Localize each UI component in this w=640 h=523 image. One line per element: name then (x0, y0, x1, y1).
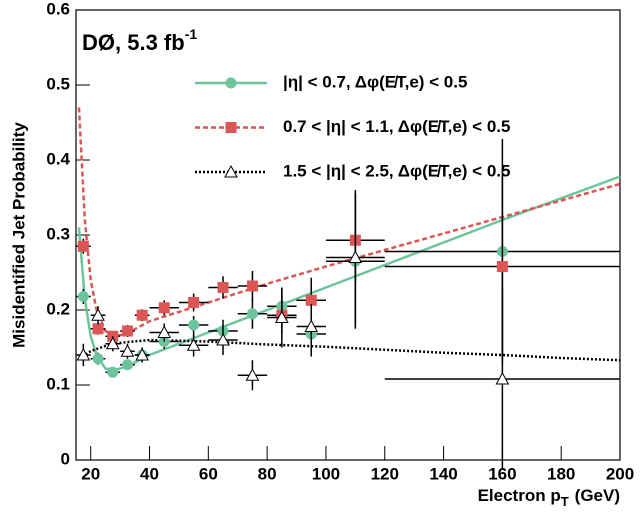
marker (121, 359, 133, 371)
fit-line (77, 107, 621, 338)
marker (91, 308, 105, 321)
x-tick-label: 180 (547, 464, 575, 483)
legend-label: 1.5 < |η| < 2.5, Δφ(E̸T,e) < 0.5 (283, 161, 510, 180)
marker (305, 294, 317, 306)
marker (77, 240, 89, 252)
x-tick-label: 20 (81, 464, 100, 483)
marker (121, 325, 133, 337)
y-tick-label: 0.6 (46, 0, 70, 18)
marker (245, 368, 260, 381)
marker (304, 319, 319, 332)
y-tick-label: 0 (61, 449, 70, 468)
marker (107, 366, 119, 378)
marker (135, 347, 150, 361)
marker (496, 261, 508, 272)
marker (76, 347, 91, 361)
y-axis-label: Misidentified Jet Probability (9, 122, 28, 348)
y-tick-label: 0.3 (46, 224, 70, 243)
marker (246, 308, 258, 320)
legend-marker (225, 122, 237, 133)
marker (158, 302, 170, 314)
x-label-text: Electron p (478, 486, 561, 505)
x-axis-label: Electron pT (GeV) (478, 486, 620, 509)
marker (188, 297, 200, 308)
annotation-text: DØ, 5.3 fb (82, 30, 185, 55)
marker (92, 323, 104, 335)
annotation: DØ, 5.3 fb-1 (82, 26, 197, 55)
marker (120, 344, 135, 357)
annotation-sup: -1 (185, 26, 198, 42)
marker (216, 332, 230, 346)
y-tick-label: 0.2 (46, 299, 70, 318)
legend-marker (225, 77, 237, 89)
x-tick-label: 120 (371, 464, 399, 483)
marker (246, 280, 258, 292)
legend-label: |η| < 0.7, Δφ(E̸T,e) < 0.5 (283, 72, 467, 91)
x-tick-label: 200 (606, 464, 634, 483)
marker (186, 338, 201, 351)
x-tick-label: 140 (429, 464, 457, 483)
x-tick-label: 160 (488, 464, 516, 483)
marker (495, 371, 510, 385)
x-label-sub: T (561, 494, 569, 509)
marker (92, 353, 104, 365)
y-tick-label: 0.5 (46, 74, 70, 93)
y-tick-label: 0.4 (46, 149, 70, 168)
x-tick-label: 100 (312, 464, 340, 483)
marker (136, 309, 148, 321)
x-label-unit: (GeV) (575, 486, 620, 505)
fit-line (77, 175, 621, 372)
marker (188, 319, 200, 331)
marker (217, 282, 229, 293)
fit-line (78, 338, 621, 362)
x-tick-label: 40 (140, 464, 159, 483)
y-tick-label: 0.1 (46, 374, 70, 393)
legend-marker (224, 164, 238, 178)
legend-label: 0.7 < |η| < 1.1, Δφ(E̸T,e) < 0.5 (283, 117, 510, 136)
marker (348, 250, 363, 263)
marker (77, 291, 89, 302)
marker (274, 310, 289, 323)
x-tick-label: 80 (258, 464, 277, 483)
marker (157, 325, 172, 338)
x-tick-label: 60 (199, 464, 218, 483)
marker (105, 336, 120, 350)
